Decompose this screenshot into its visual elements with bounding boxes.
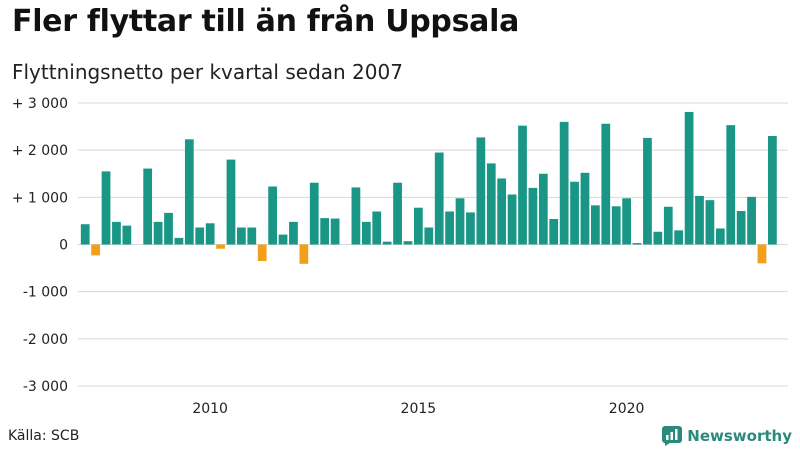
bar-2022K2 xyxy=(715,228,725,245)
y-axis-labels: + 3 000 + 2 000 + 1 000 0 -1 000 -2 000 -3 000 xyxy=(12,96,68,395)
bar-2008K3 xyxy=(143,168,153,245)
bar-2014K2 xyxy=(382,241,392,245)
bar-2017K2 xyxy=(507,194,517,245)
bar-2014K3 xyxy=(393,182,402,245)
bar-2014K1 xyxy=(372,211,382,245)
bar-2010K1 xyxy=(205,223,215,245)
y-tick-label: -3 000 xyxy=(23,379,68,395)
y-tick-label: 0 xyxy=(59,238,68,254)
bar-2017K4 xyxy=(528,187,538,245)
bar-2009K4 xyxy=(195,227,205,245)
bar-2012K2 xyxy=(299,244,309,264)
bar-2012K3 xyxy=(309,182,319,245)
bar-2011K4 xyxy=(278,234,288,245)
y-tick-label: -2 000 xyxy=(23,332,68,348)
bar-2016K1 xyxy=(455,198,465,245)
bar-2021K3 xyxy=(684,111,694,245)
chart-title: Fler flyttar till än från Uppsala xyxy=(12,4,520,39)
bar-2009K2 xyxy=(174,237,184,245)
y-tick-label: -1 000 xyxy=(23,285,68,301)
brand-name: Newsworthy xyxy=(687,427,792,445)
bar-2017K1 xyxy=(497,178,507,245)
bar-2015K2 xyxy=(424,227,434,245)
bar-2021K1 xyxy=(663,206,673,245)
bar-2011K3 xyxy=(268,186,277,245)
bar-2019K3 xyxy=(601,123,611,245)
bar-2010K3 xyxy=(226,159,236,245)
bar-2014K4 xyxy=(403,241,413,245)
bar-2007K3 xyxy=(101,171,111,245)
newsworthy-logo-icon xyxy=(662,426,683,446)
bar-2021K4 xyxy=(695,195,704,245)
bar-2012K4 xyxy=(320,218,330,245)
bar-2019K1 xyxy=(580,172,590,245)
bar-2009K3 xyxy=(184,139,194,245)
bar-2016K3 xyxy=(476,137,486,245)
bar-2007K2 xyxy=(91,244,100,256)
y-tick-label: + 1 000 xyxy=(12,190,68,206)
bar-2020K4 xyxy=(653,231,663,245)
bar-2015K4 xyxy=(445,211,454,245)
bar-2021K2 xyxy=(674,230,684,245)
source-note: Källa: SCB xyxy=(8,428,80,444)
bar-2018K1 xyxy=(538,173,548,245)
bar-2023K2 xyxy=(757,244,767,264)
bar-2015K3 xyxy=(434,152,444,245)
bar-2023K1 xyxy=(747,196,756,245)
brand-logo[interactable]: Newsworthy xyxy=(662,426,792,446)
bar-2011K1 xyxy=(247,227,257,245)
bar-2015K1 xyxy=(414,207,423,245)
bar-2012K1 xyxy=(289,221,298,245)
bar-2017K3 xyxy=(518,125,527,245)
bar-2010K4 xyxy=(237,227,246,245)
bar-2016K2 xyxy=(466,212,475,245)
bar-2007K4 xyxy=(112,221,121,245)
y-tick-label: + 3 000 xyxy=(12,96,68,112)
bar-2018K3 xyxy=(559,121,569,245)
bar-2013K1 xyxy=(330,218,340,245)
x-tick-label: 2020 xyxy=(609,401,645,417)
bar-2023K3 xyxy=(768,136,777,245)
bar-2019K2 xyxy=(591,205,600,245)
x-tick-label: 2015 xyxy=(401,401,437,417)
bar-2008K1 xyxy=(122,225,132,245)
x-tick-label: 2010 xyxy=(192,401,228,417)
bar-2020K2 xyxy=(632,243,642,245)
bar-2018K2 xyxy=(549,219,559,245)
bar-2022K1 xyxy=(705,200,715,245)
bar-2009K1 xyxy=(164,212,173,245)
bar-2018K4 xyxy=(570,181,579,245)
bar-2008K4 xyxy=(153,221,163,245)
bar-2013K4 xyxy=(361,221,371,245)
bar-2007K1 xyxy=(80,224,90,245)
bar-2010K2 xyxy=(216,244,225,249)
bar-2020K1 xyxy=(622,198,631,245)
bar-2016K4 xyxy=(486,163,496,245)
bar-2022K3 xyxy=(726,125,736,245)
chart-subtitle: Flyttningsnetto per kvartal sedan 2007 xyxy=(12,60,403,84)
y-tick-label: + 2 000 xyxy=(12,143,68,159)
bars xyxy=(80,111,777,264)
bar-2011K2 xyxy=(257,244,267,262)
bar-2019K4 xyxy=(611,206,621,245)
bar-2022K4 xyxy=(736,211,746,245)
bar-2013K3 xyxy=(351,187,361,245)
bar-2020K3 xyxy=(643,137,652,245)
x-axis-labels: 2010 2015 2020 xyxy=(192,401,644,417)
